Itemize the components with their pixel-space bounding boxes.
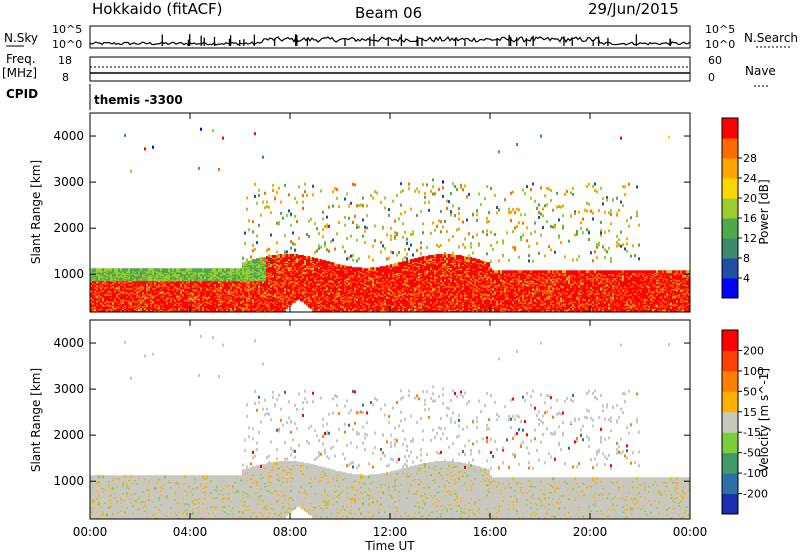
radar-cell [124,268,126,271]
radar-cell [126,268,128,271]
nsearch-label: N.Search [744,31,798,45]
radar-cell [132,268,134,271]
nsearch-tick-bottom: 10^0 [705,38,735,51]
nsky-tick-bottom: 10^0 [52,38,82,51]
radar-cell [142,268,144,271]
cpid-value: themis -3300 [94,93,183,107]
radar-cell [128,268,130,271]
nave-tick-top: 60 [708,54,722,67]
radar-cell [98,268,100,271]
nsky-tick-top: 10^5 [52,23,82,36]
radar-cell [116,268,118,271]
radar-cell [144,147,146,150]
radar-cell [138,268,140,271]
nsky-trace [90,34,690,46]
radar-cell [108,268,110,271]
date-title: 29/Jun/2015 [588,0,679,18]
freq-label-1: Freq. [6,52,36,66]
radar-cell [114,268,116,271]
beam-title: Beam 06 [355,4,422,22]
radar-cell [122,268,124,271]
power-data [90,128,690,312]
radar-cell [102,268,104,271]
radar-cell [124,134,126,137]
radar-cell [96,268,98,271]
freq-tick-bottom: 8 [62,71,69,84]
radar-cell [94,268,96,271]
cpid-label: CPID [6,87,38,101]
freq-tick-top: 18 [58,54,72,67]
nsky-line [90,37,690,45]
radar-cell [92,268,94,271]
station-title: Hokkaido (fitACF) [92,0,223,18]
nsearch-tick-top: 10^5 [705,23,735,36]
radar-cell [118,268,120,271]
radar-cell [106,268,108,271]
radar-summary-plot: Hokkaido (fitACF) Beam 06 29/Jun/2015 N.… [0,0,800,554]
radar-cell [146,268,148,271]
radar-cell [134,268,136,271]
freq-label-2: [MHz] [2,66,37,80]
nsky-label: N.Sky [4,31,38,45]
radar-cell [148,268,150,271]
radar-cell [110,268,112,271]
radar-cell [144,268,146,271]
radar-cell [130,170,132,173]
freq-panel [90,57,690,81]
radar-cell [120,268,122,271]
radar-cell [150,268,152,271]
nave-tick-bottom: 0 [708,71,715,84]
radar-cell [130,268,132,271]
nave-label: Nave [745,64,776,78]
nsky-panel [90,26,690,48]
radar-cell [136,268,138,271]
radar-cell [140,268,142,271]
radar-cell [112,268,114,271]
radar-cell [104,268,106,271]
radar-cell [100,268,102,271]
